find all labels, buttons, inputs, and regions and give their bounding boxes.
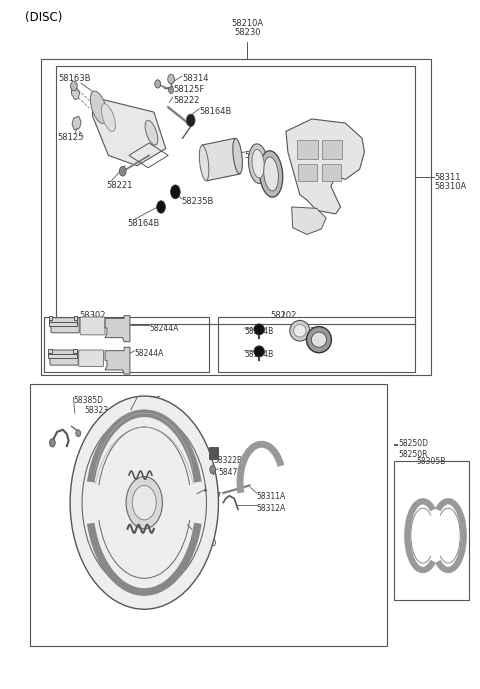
Text: 58323: 58323 bbox=[84, 407, 108, 415]
Circle shape bbox=[157, 200, 165, 213]
Ellipse shape bbox=[264, 157, 278, 191]
Text: 58370: 58370 bbox=[192, 539, 216, 548]
Text: 58365: 58365 bbox=[137, 407, 161, 415]
Circle shape bbox=[126, 477, 162, 528]
Bar bbox=[394, 462, 469, 600]
Text: 58164B: 58164B bbox=[128, 219, 160, 228]
Circle shape bbox=[70, 396, 218, 609]
Ellipse shape bbox=[254, 324, 264, 335]
Bar bbox=[44, 317, 209, 372]
Text: 58163B: 58163B bbox=[58, 74, 91, 83]
Polygon shape bbox=[72, 116, 81, 130]
Text: 58235B: 58235B bbox=[181, 197, 214, 206]
Circle shape bbox=[210, 466, 216, 474]
Text: 58210A: 58210A bbox=[231, 19, 263, 28]
Ellipse shape bbox=[260, 151, 283, 197]
Bar bbox=[323, 140, 342, 159]
FancyBboxPatch shape bbox=[80, 317, 105, 335]
Polygon shape bbox=[292, 207, 326, 234]
Text: 58125F: 58125F bbox=[173, 85, 204, 94]
Bar bbox=[41, 59, 432, 376]
FancyBboxPatch shape bbox=[50, 350, 78, 365]
Polygon shape bbox=[93, 97, 166, 166]
Ellipse shape bbox=[145, 121, 158, 145]
Ellipse shape bbox=[254, 346, 264, 357]
Text: 58202: 58202 bbox=[270, 311, 296, 320]
FancyBboxPatch shape bbox=[51, 318, 79, 333]
Ellipse shape bbox=[290, 320, 310, 341]
Text: 58305B: 58305B bbox=[417, 457, 446, 466]
Bar bbox=[298, 140, 318, 159]
Text: 58164B: 58164B bbox=[245, 350, 274, 359]
Bar bbox=[323, 165, 340, 181]
Text: 58314: 58314 bbox=[182, 74, 209, 83]
Polygon shape bbox=[48, 349, 77, 358]
Bar bbox=[209, 447, 217, 460]
Ellipse shape bbox=[233, 138, 242, 174]
Text: 58322B: 58322B bbox=[214, 456, 243, 465]
Ellipse shape bbox=[252, 150, 264, 178]
Circle shape bbox=[132, 486, 156, 520]
Polygon shape bbox=[202, 138, 240, 181]
Text: 58310A: 58310A bbox=[435, 182, 467, 192]
Ellipse shape bbox=[249, 144, 268, 183]
Ellipse shape bbox=[101, 103, 115, 132]
Bar bbox=[56, 66, 415, 324]
Text: (DISC): (DISC) bbox=[24, 11, 62, 24]
Text: 58232: 58232 bbox=[245, 151, 271, 160]
Text: 58250R: 58250R bbox=[398, 450, 428, 459]
Text: 58233: 58233 bbox=[305, 338, 329, 347]
Polygon shape bbox=[72, 88, 80, 100]
Text: 58244A: 58244A bbox=[149, 324, 179, 333]
Text: 58233: 58233 bbox=[253, 164, 280, 173]
Bar bbox=[30, 384, 387, 646]
Text: 58350: 58350 bbox=[192, 528, 216, 537]
Circle shape bbox=[170, 185, 180, 198]
Text: 58302: 58302 bbox=[79, 311, 106, 320]
Polygon shape bbox=[48, 316, 77, 326]
Text: 58125: 58125 bbox=[57, 133, 84, 142]
Ellipse shape bbox=[307, 327, 331, 353]
Text: 58472: 58472 bbox=[218, 469, 242, 477]
Polygon shape bbox=[105, 347, 130, 374]
Polygon shape bbox=[105, 316, 130, 342]
Circle shape bbox=[155, 80, 160, 88]
Circle shape bbox=[76, 430, 81, 437]
Ellipse shape bbox=[312, 332, 326, 347]
FancyBboxPatch shape bbox=[79, 350, 104, 367]
Text: 58277: 58277 bbox=[197, 493, 221, 502]
Circle shape bbox=[168, 87, 173, 94]
Bar bbox=[299, 165, 317, 181]
Text: 58250D: 58250D bbox=[398, 440, 428, 449]
Text: 58164B: 58164B bbox=[199, 107, 232, 116]
Ellipse shape bbox=[90, 91, 108, 123]
Polygon shape bbox=[286, 119, 364, 214]
Text: 58385D: 58385D bbox=[73, 396, 104, 405]
Text: 58244A: 58244A bbox=[135, 349, 164, 358]
Ellipse shape bbox=[199, 145, 209, 181]
Text: 58232: 58232 bbox=[297, 327, 321, 336]
Text: 58164B: 58164B bbox=[245, 327, 274, 336]
Text: 58311: 58311 bbox=[435, 173, 461, 182]
Circle shape bbox=[186, 114, 195, 127]
Circle shape bbox=[71, 81, 77, 91]
Text: 58230: 58230 bbox=[234, 28, 261, 37]
Text: 58222: 58222 bbox=[173, 96, 199, 105]
Bar bbox=[218, 317, 415, 372]
Circle shape bbox=[168, 74, 174, 84]
Ellipse shape bbox=[294, 325, 306, 337]
Text: 58221: 58221 bbox=[106, 181, 132, 190]
Text: 58311A: 58311A bbox=[257, 493, 286, 502]
Text: 58355: 58355 bbox=[137, 396, 161, 405]
Circle shape bbox=[120, 167, 126, 176]
Text: 58312A: 58312A bbox=[257, 504, 286, 513]
Circle shape bbox=[49, 439, 55, 447]
